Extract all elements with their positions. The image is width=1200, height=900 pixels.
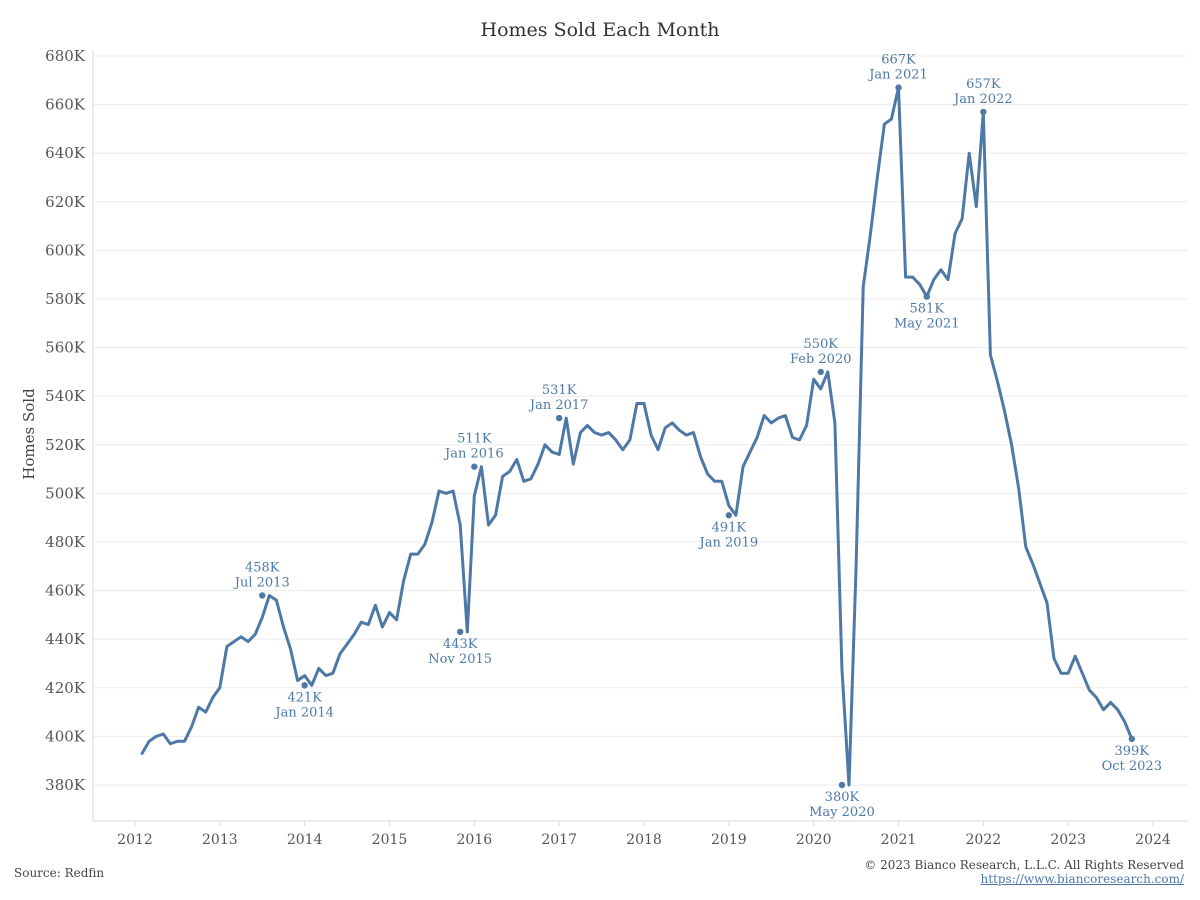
y-tick-label: 680K <box>45 47 86 65</box>
annotation-value: 399K <box>1115 744 1150 759</box>
y-tick-label: 660K <box>45 96 86 114</box>
y-tick-label: 460K <box>45 582 86 600</box>
annotation-date: Feb 2020 <box>790 352 852 367</box>
copyright-text: © 2023 Bianco Research, L.L.C. All Right… <box>864 858 1184 872</box>
annotation-marker <box>259 592 266 599</box>
y-tick-label: 480K <box>45 533 86 551</box>
x-tick-label: 2021 <box>881 832 917 848</box>
x-tick-label: 2022 <box>966 832 1002 848</box>
copyright-block: © 2023 Bianco Research, L.L.C. All Right… <box>864 858 1184 886</box>
y-tick-label: 440K <box>45 630 86 648</box>
annotation-date: Jan 2021 <box>867 68 928 83</box>
y-tick-label: 400K <box>45 727 86 745</box>
annotation-date: Jan 2019 <box>698 535 759 550</box>
annotation-marker <box>301 682 308 689</box>
chart-title: Homes Sold Each Month <box>481 19 720 41</box>
series-group <box>140 86 1134 787</box>
annotation-marker <box>923 293 930 300</box>
annotation-date: Nov 2015 <box>428 652 492 667</box>
y-tick-label: 540K <box>45 387 86 405</box>
y-tick-label: 500K <box>45 484 86 502</box>
annotation-date: Oct 2023 <box>1102 759 1162 774</box>
annotation-value: 421K <box>287 690 322 705</box>
y-tick-label: 560K <box>45 339 86 357</box>
y-tick-label: 600K <box>45 241 86 259</box>
y-tick-labels: 380K 400K 420K 440K 460K 480K 500K 520K 540K 560K… <box>45 47 86 794</box>
y-tick-label: 380K <box>45 776 86 794</box>
y-tick-label: 420K <box>45 679 86 697</box>
x-tick-label: 2012 <box>117 832 153 848</box>
x-tick-label: 2017 <box>541 832 577 848</box>
x-tick-label: 2014 <box>287 832 323 848</box>
y-tick-label: 620K <box>45 193 86 211</box>
y-tick-label: 520K <box>45 436 86 454</box>
annotation-marker <box>980 108 987 116</box>
annotation-value: 581K <box>910 302 945 317</box>
x-tick-label: 2015 <box>372 832 408 848</box>
annotation-marker <box>817 368 824 376</box>
annotation-value: 657K <box>966 77 1001 92</box>
x-tick-label: 2020 <box>796 832 832 848</box>
x-tick-label: 2016 <box>457 832 493 848</box>
annotation-value: 531K <box>542 383 577 398</box>
series-line-homes-sold <box>140 86 1134 787</box>
annotation-date: Jul 2013 <box>233 575 290 590</box>
annotation-date: Jan 2016 <box>443 447 504 462</box>
x-tick-label: 2024 <box>1135 832 1171 848</box>
annotation-date: May 2021 <box>894 317 960 332</box>
annotation-date: May 2020 <box>809 805 875 820</box>
y-tick-label: 640K <box>45 144 86 162</box>
x-tick-labels: 2012 2013 2014 2015 2016 2017 2018 2019 2020 2021… <box>117 832 1171 848</box>
annotation-value: 491K <box>712 520 747 535</box>
annotation-marker <box>895 84 902 91</box>
annotation-date: Jan 2017 <box>528 398 589 413</box>
y-axis-label: Homes Sold <box>20 388 38 480</box>
annotation-value: 458K <box>245 560 280 575</box>
gridlines <box>93 55 1188 786</box>
x-tick-label: 2023 <box>1050 832 1086 848</box>
source-note: Source: Redfin <box>14 866 105 880</box>
annotation-value: 667K <box>881 53 916 68</box>
annotation-marker <box>838 781 846 789</box>
y-tick-label: 580K <box>45 290 86 308</box>
x-tick-label: 2013 <box>202 832 238 848</box>
annotation-date: Jan 2014 <box>273 705 334 720</box>
axes <box>92 50 1188 826</box>
annotation-value: 550K <box>803 337 838 352</box>
annotation-value: 443K <box>443 637 478 652</box>
annotation-value: 380K <box>825 790 860 805</box>
annotation-marker <box>725 512 733 519</box>
annotation-date: Jan 2022 <box>952 92 1013 107</box>
annotation-marker <box>471 463 478 470</box>
annotation-marker <box>456 628 464 636</box>
website-link[interactable]: https://www.biancoresearch.com/ <box>980 872 1184 886</box>
annotation-value: 511K <box>457 432 492 447</box>
x-tick-label: 2018 <box>626 832 662 848</box>
x-tick-label: 2019 <box>711 832 747 848</box>
annotation-marker <box>555 414 563 422</box>
annotation-marker <box>1128 735 1135 743</box>
